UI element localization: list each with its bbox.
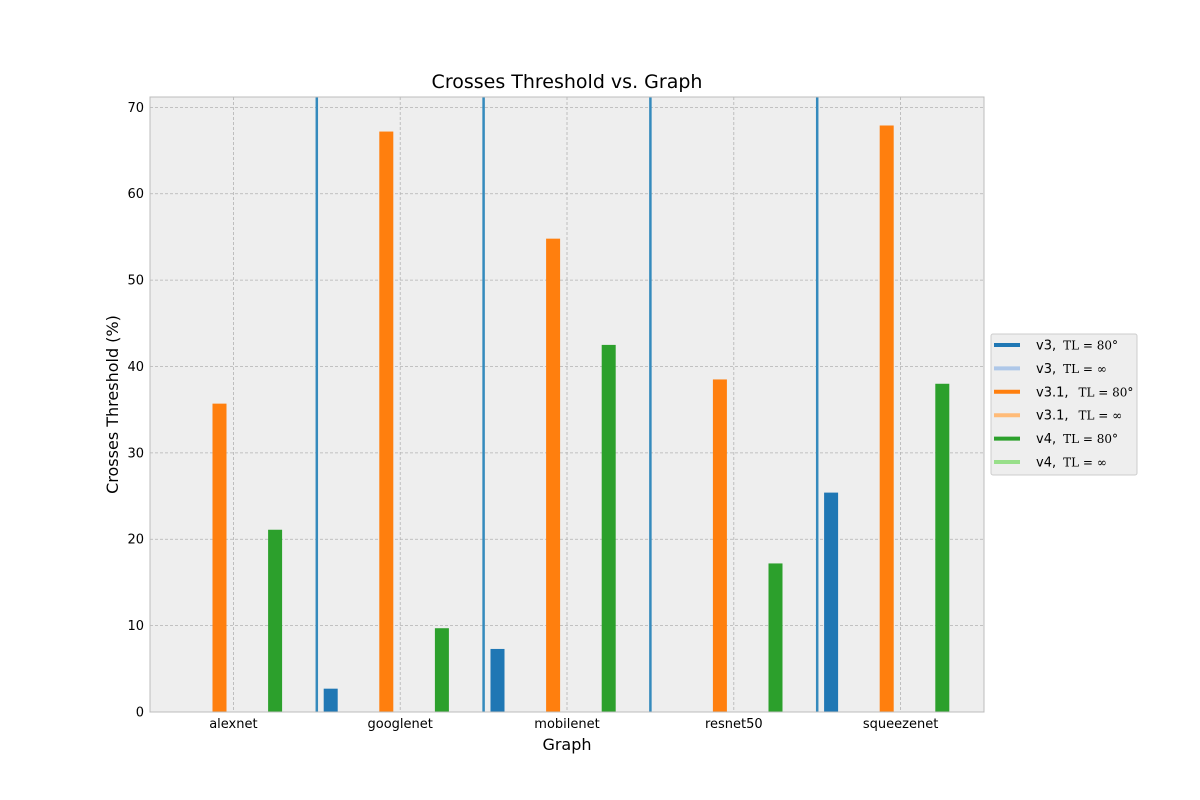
bar <box>379 131 394 713</box>
legend-label-math: TL = 80° <box>1063 339 1118 353</box>
bar <box>546 238 561 713</box>
chart-title: Crosses Threshold vs. Graph <box>432 71 703 93</box>
group-separators <box>315 97 819 712</box>
legend-label: v3.1, <box>1036 409 1069 424</box>
legend-label-math: TL = 80° <box>1079 385 1134 399</box>
bar <box>879 125 894 712</box>
tick-labels: 0 10 20 30 40 50 60 70 alexnet googlenet mobilenet… <box>127 101 938 732</box>
x-tick-label: squeezenet <box>863 717 938 732</box>
x-tick-label: mobilenet <box>534 717 599 732</box>
bar <box>323 688 338 712</box>
legend-box <box>990 333 1138 476</box>
legend-label-math: TL = ∞ <box>1063 362 1107 376</box>
y-tick-label: 0 <box>136 706 144 721</box>
bar <box>824 492 839 712</box>
legend-label-math: TL = ∞ <box>1079 409 1123 423</box>
y-tick-label: 50 <box>127 274 144 289</box>
y-tick-label: 40 <box>127 360 144 375</box>
legend-label: v3, <box>1036 362 1056 377</box>
y-axis-label: Crosses Threshold (%) <box>103 315 122 494</box>
bar <box>268 529 283 712</box>
x-tick-label: googlenet <box>368 717 433 732</box>
bar <box>490 648 505 712</box>
legend-label: v4, <box>1036 432 1056 447</box>
bar <box>935 383 950 712</box>
legend-label-math: TL = 80° <box>1063 432 1118 446</box>
y-tick-label: 70 <box>127 101 144 116</box>
legend: v3, TL = 80° v3, TL = ∞ v3.1, TL = 80° v3.1, TL… <box>990 333 1138 476</box>
y-tick-label: 60 <box>127 187 144 202</box>
bar <box>768 563 783 712</box>
bar <box>434 628 449 712</box>
legend-label: v3.1, <box>1036 385 1069 400</box>
bar <box>601 344 616 712</box>
y-tick-label: 30 <box>127 446 144 461</box>
bars <box>212 125 950 713</box>
legend-label: v4, <box>1036 456 1056 471</box>
legend-label-math: TL = ∞ <box>1063 456 1107 470</box>
bar <box>712 379 727 712</box>
legend-label: v3, <box>1036 339 1056 354</box>
plot-frame <box>149 96 985 713</box>
x-axis-label: Graph <box>542 735 591 754</box>
y-tick-label: 20 <box>127 533 144 548</box>
bar <box>212 403 227 712</box>
y-tick-label: 10 <box>127 619 144 634</box>
x-tick-label: alexnet <box>209 717 257 732</box>
x-tick-label: resnet50 <box>705 717 763 732</box>
